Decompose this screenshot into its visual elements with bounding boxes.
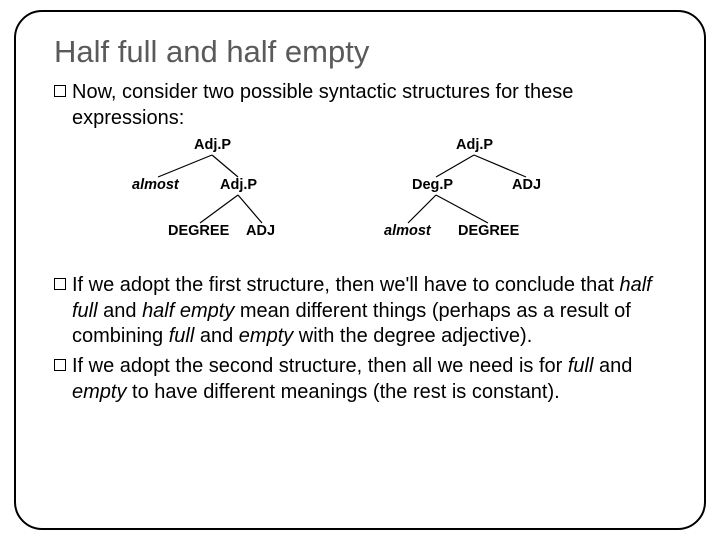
text-run: If we adopt the first structure, then we… xyxy=(72,274,619,296)
bullet-box-icon xyxy=(54,85,66,97)
slide-frame: Half full and half empty Now, consider t… xyxy=(14,10,706,530)
tree1-root: Adj.P xyxy=(194,137,231,153)
bullet-3-text: If we adopt the second structure, then a… xyxy=(72,354,666,405)
text-run: with the degree adjective). xyxy=(293,325,532,347)
text-run: and xyxy=(98,300,142,322)
text-italic: empty xyxy=(72,381,126,403)
text-italic: half empty xyxy=(142,300,234,322)
tree2-right-leaf: ADJ xyxy=(512,177,541,193)
bullet-box-icon xyxy=(54,278,66,290)
tree1-bottom-left: DEGREE xyxy=(168,223,229,239)
tree2-root: Adj.P xyxy=(456,137,493,153)
tree1-bottom-right: ADJ xyxy=(246,223,275,239)
text-italic: empty xyxy=(239,325,293,347)
tree2-bottom-right: DEGREE xyxy=(458,223,519,239)
text-run: to have different meanings (the rest is … xyxy=(126,381,559,403)
bullet-1-text: Now, consider two possible syntactic str… xyxy=(72,80,666,131)
bullet-2: If we adopt the first structure, then we… xyxy=(54,273,666,350)
text-run: and xyxy=(194,325,238,347)
text-run: If we adopt the second structure, then a… xyxy=(72,355,568,377)
tree2-left-node: Deg.P xyxy=(412,177,453,193)
syntax-trees-area: Adj.P almost Adj.P DEGREE ADJ Adj.P Deg.… xyxy=(54,137,666,267)
text-run: and xyxy=(593,355,632,377)
tree-branches-svg xyxy=(54,137,666,267)
text-italic: full xyxy=(169,325,195,347)
slide-title: Half full and half empty xyxy=(54,34,666,70)
text-italic: full xyxy=(568,355,594,377)
tree2-bottom-left: almost xyxy=(384,223,431,239)
bullet-2-text: If we adopt the first structure, then we… xyxy=(72,273,666,350)
bullet-3: If we adopt the second structure, then a… xyxy=(54,354,666,405)
tree1-left-leaf: almost xyxy=(132,177,179,193)
bullet-1: Now, consider two possible syntactic str… xyxy=(54,80,666,131)
tree1-right-node: Adj.P xyxy=(220,177,257,193)
bullet-box-icon xyxy=(54,359,66,371)
